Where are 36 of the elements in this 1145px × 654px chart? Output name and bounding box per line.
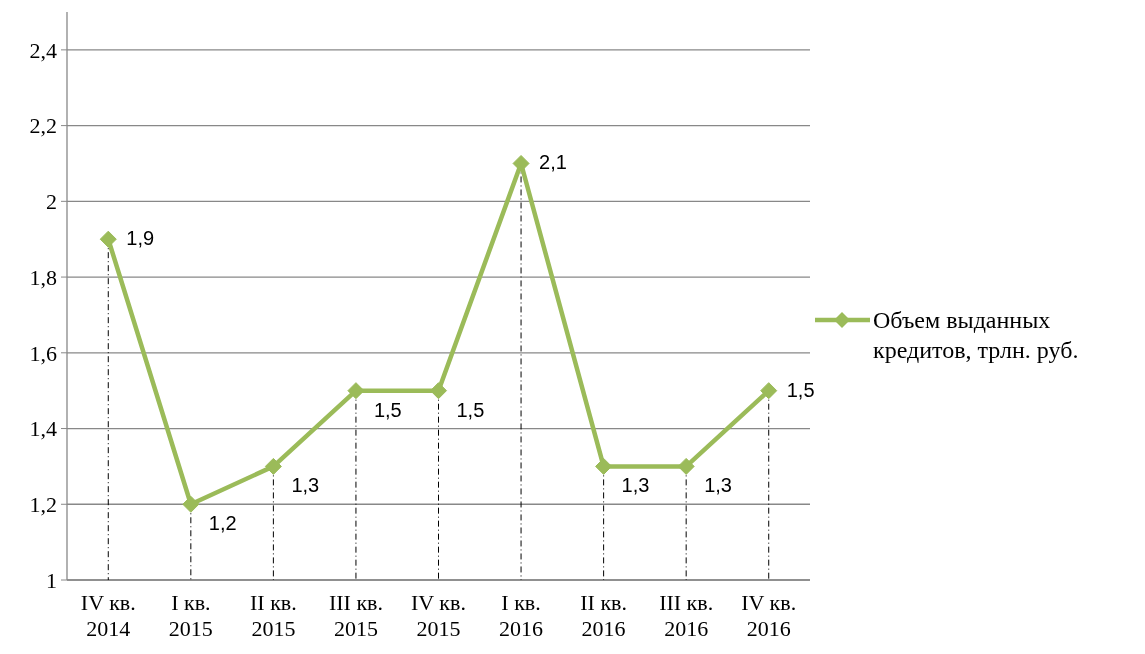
point <box>264 457 282 475</box>
point <box>595 457 613 475</box>
x-tick-label: III кв. 2016 <box>659 590 714 642</box>
y-tick-label: 2,2 <box>29 113 57 139</box>
legend-label: Объем выданных кредитов, трлн. руб. <box>873 307 1079 363</box>
x-tick-label: III кв. 2015 <box>328 590 383 642</box>
point <box>677 457 695 475</box>
y-tick-label: 2,4 <box>29 37 57 63</box>
data-label: 2,1 <box>539 151 567 174</box>
data-label: 1,9 <box>126 227 155 250</box>
y-tick-label: 1 <box>46 567 57 593</box>
data-label: 1,5 <box>786 378 815 401</box>
point <box>430 382 447 400</box>
y-tick-label: 1,6 <box>29 340 57 366</box>
y-tick-label: 1,8 <box>29 264 57 290</box>
y-tick-label: 1,2 <box>29 491 57 517</box>
data-label: 1,5 <box>456 398 485 421</box>
x-tick-label: IV кв. 2016 <box>741 590 797 642</box>
point <box>512 154 530 172</box>
data-label: 1,2 <box>208 512 237 535</box>
x-tick-label: I кв. 2016 <box>499 590 544 642</box>
y-tick-label: 2 <box>46 189 57 215</box>
data-label: 1,3 <box>291 474 320 497</box>
data-label: 1,5 <box>373 398 402 421</box>
data-label: 1,3 <box>621 474 650 497</box>
point <box>760 382 778 400</box>
x-tick-label: IV кв. 2014 <box>80 590 136 642</box>
data-label: 1,3 <box>704 474 732 497</box>
x-tick-label: I кв. 2015 <box>168 590 213 642</box>
x-tick-label: II кв. 2016 <box>580 590 627 642</box>
y-tick-label: 1,4 <box>29 416 57 442</box>
point <box>347 382 365 400</box>
x-tick-label: II кв. 2015 <box>250 590 297 642</box>
point <box>99 230 117 248</box>
x-tick-label: IV кв. 2015 <box>411 590 466 642</box>
point <box>182 495 200 513</box>
